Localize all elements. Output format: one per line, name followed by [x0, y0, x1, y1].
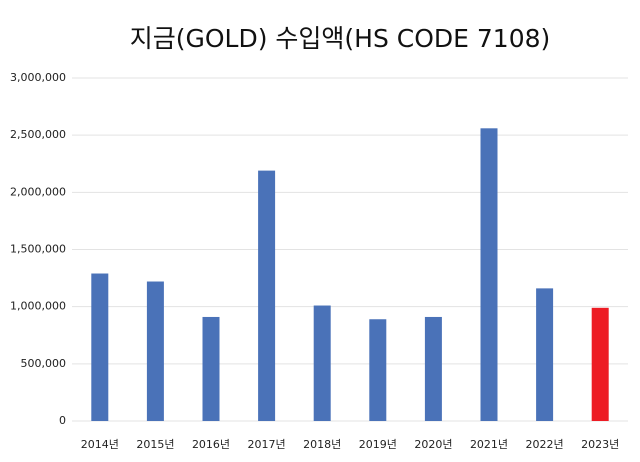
bar	[480, 128, 498, 421]
x-tick-label: 2022년	[526, 438, 564, 451]
y-tick-label: 1,000,000	[10, 300, 66, 313]
bar	[369, 319, 387, 421]
x-tick-label: 2015년	[136, 438, 174, 451]
bar	[202, 316, 220, 421]
bar	[258, 170, 276, 421]
bar	[91, 273, 109, 421]
chart-title: 지금(GOLD) 수입액(HS CODE 7108)	[130, 24, 551, 53]
y-tick-label: 1,500,000	[10, 243, 66, 256]
bar	[591, 307, 609, 421]
bar	[313, 305, 331, 421]
y-tick-label: 3,000,000	[10, 71, 66, 84]
x-tick-label: 2023년	[581, 438, 619, 451]
bar	[146, 281, 164, 421]
x-tick-label: 2016년	[192, 438, 230, 451]
y-tick-label: 500,000	[21, 357, 67, 370]
bar	[424, 316, 442, 421]
x-tick-label: 2017년	[248, 438, 286, 451]
x-tick-label: 2018년	[303, 438, 341, 451]
x-tick-label: 2014년	[81, 438, 119, 451]
bar	[536, 288, 554, 421]
y-tick-label: 0	[59, 414, 66, 427]
y-tick-label: 2,000,000	[10, 185, 66, 198]
x-tick-label: 2021년	[470, 438, 508, 451]
y-tick-label: 2,500,000	[10, 128, 66, 141]
x-tick-label: 2020년	[414, 438, 452, 451]
x-tick-label: 2019년	[359, 438, 397, 451]
